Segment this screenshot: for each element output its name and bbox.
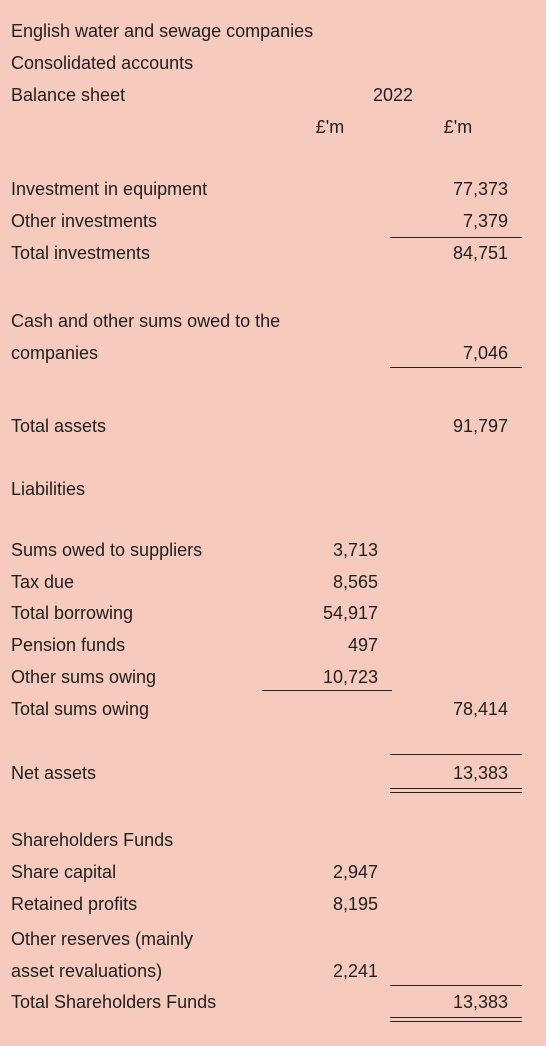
item-amount: 3,713 [332,540,378,560]
row-label: Liabilities [11,479,86,499]
row-label: Net assets [11,763,97,783]
subtitle: Balance sheet [11,85,126,105]
rule [390,237,522,238]
double-rule [390,1021,522,1022]
rule [262,690,392,691]
row-label: Total investments [11,243,151,263]
total-amount: 13,383 [452,992,508,1012]
rule [390,754,522,755]
rule [390,985,522,986]
total-amount: 13,383 [452,763,508,783]
item-amount: 54,917 [322,603,378,623]
row-label: Total Shareholders Funds [11,992,217,1012]
unit: £'m [315,117,345,137]
row-label: Share capital [11,862,117,882]
item-amount: 2,241 [332,961,378,981]
row-label: Shareholders Funds [11,830,174,850]
total-amount: 91,797 [452,416,508,436]
row-label: asset revaluations) [11,961,163,981]
total-amount: 84,751 [452,243,508,263]
item-amount: 10,723 [322,667,378,687]
row-label: Other sums owing [11,667,157,687]
item-amount: 8,195 [332,894,378,914]
rule [390,367,522,368]
row-label: companies [11,343,99,363]
item-amount: 497 [347,635,378,655]
total-amount: 78,414 [452,699,508,719]
double-rule [390,788,522,789]
row-label: Total borrowing [11,603,134,623]
row-label: Sums owed to suppliers [11,540,203,560]
row-label: Cash and other sums owed to the [11,311,281,331]
unit: £'m [443,117,473,137]
row-label: Investment in equipment [11,179,208,199]
item-amount: 8,565 [332,572,378,592]
total-amount: 77,373 [452,179,508,199]
total-amount: 7,379 [462,211,508,231]
row-label: Total sums owing [11,699,150,719]
subtitle: Consolidated accounts [11,53,194,73]
row-label: Retained profits [11,894,138,914]
row-label: Total assets [11,416,107,436]
row-label: Other reserves (mainly [11,929,194,949]
row-label: Other investments [11,211,158,231]
double-rule [390,1017,522,1018]
total-amount: 7,046 [462,343,508,363]
double-rule [390,792,522,793]
item-amount: 2,947 [332,862,378,882]
row-label: Tax due [11,572,75,592]
year: 2022 [372,85,414,105]
title: English water and sewage companies [11,21,314,41]
row-label: Pension funds [11,635,126,655]
